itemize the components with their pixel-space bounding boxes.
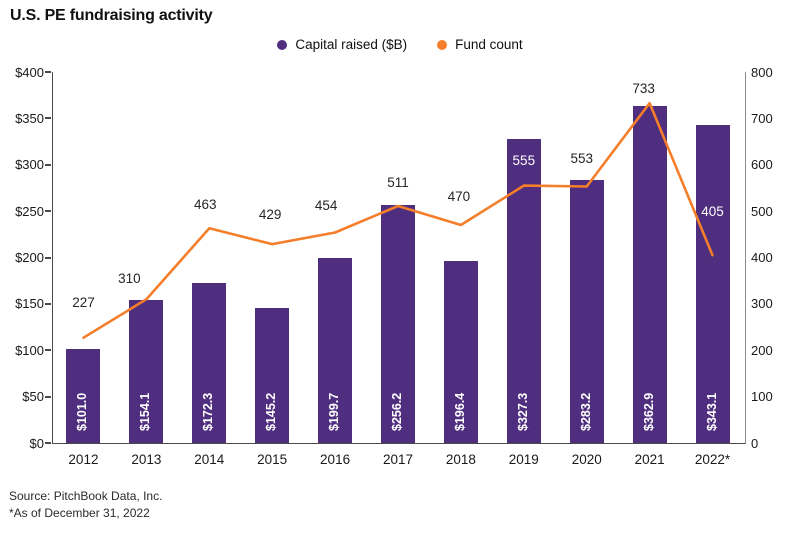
bar-2014 (192, 283, 227, 443)
fund-count-label-2018: 470 (447, 189, 471, 205)
fund-count-label-2017: 511 (387, 175, 409, 191)
right-axis-label: 700 (751, 110, 773, 126)
bar-2022 (695, 124, 730, 443)
left-axis-tick (45, 256, 51, 259)
x-axis-label-2014: 2014 (194, 452, 225, 467)
x-axis-label-2018: 2018 (445, 452, 476, 467)
bar-2021 (632, 106, 667, 443)
bar-2018 (443, 260, 478, 443)
left-axis-tick (45, 210, 51, 213)
right-axis-label: 600 (751, 157, 773, 173)
bar-value-label-2013: $154.1 (138, 392, 153, 431)
left-axis-label: $400 (15, 64, 44, 80)
fund-count-label-2019: 555 (512, 152, 536, 168)
bar-value-label-2019: $327.3 (515, 392, 530, 431)
x-axis-label-2020: 2020 (571, 452, 602, 467)
bar-2016 (318, 257, 353, 443)
left-axis-label: $50 (22, 389, 44, 405)
bar-value-label-2012: $101.0 (75, 392, 90, 431)
right-axis-label: 800 (751, 64, 773, 80)
fund-count-label-2016: 454 (314, 198, 338, 214)
bar-2019 (506, 139, 541, 443)
legend: Capital raised ($B) Fund count (0, 37, 800, 52)
left-axis-label: $100 (15, 342, 44, 358)
bar-value-label-2018: $196.4 (452, 392, 467, 431)
bar-value-label-2021: $362.9 (641, 392, 656, 431)
x-axis-label-2022: 2022* (694, 452, 731, 467)
left-axis-label: $0 (29, 435, 44, 451)
x-axis-label-2013: 2013 (131, 452, 162, 467)
bar-2013 (129, 300, 164, 443)
legend-fund-count-dot-icon (437, 39, 448, 50)
right-axis-label: 0 (751, 435, 759, 451)
bar-value-label-2014: $172.3 (201, 392, 216, 431)
left-axis-tick (45, 302, 51, 305)
left-axis-tick (45, 442, 51, 444)
right-axis-label: 500 (751, 203, 773, 219)
bar-2012 (66, 349, 101, 443)
fund-count-label-2020: 553 (570, 150, 593, 166)
x-axis-label-2012: 2012 (68, 452, 99, 467)
bar-2015 (255, 308, 290, 443)
bar-value-label-2017: $256.2 (390, 392, 404, 431)
fund-count-label-2022: 405 (701, 204, 724, 220)
left-axis-label: $200 (15, 250, 44, 265)
left-axis-label: $300 (15, 157, 44, 173)
bar-value-label-2020: $283.2 (578, 392, 593, 431)
right-axis-label: 400 (751, 250, 773, 265)
bar-value-label-2022: $343.1 (704, 392, 719, 431)
chart-title: U.S. PE fundraising activity (10, 7, 213, 24)
left-axis-label: $350 (15, 110, 44, 126)
left-axis-tick (45, 71, 51, 73)
legend-capital-raised-label: Capital raised ($B) (295, 37, 408, 52)
bar-2020 (569, 180, 604, 443)
x-axis-label-2019: 2019 (508, 452, 539, 467)
left-axis-label: $150 (15, 296, 44, 312)
legend-item-fund-count: Fund count (437, 37, 523, 52)
fund-count-label-2021: 733 (632, 81, 655, 97)
legend-capital-raised-dot-icon (277, 39, 288, 50)
x-axis-label-2021: 2021 (634, 452, 665, 467)
left-axis-tick (45, 117, 51, 120)
bar-2017 (381, 205, 415, 443)
bar-value-label-2015: $145.2 (264, 392, 279, 431)
fund-count-label-2015: 429 (258, 207, 282, 223)
right-axis-label: 300 (751, 296, 773, 312)
source-line-1: Source: PitchBook Data, Inc. (9, 489, 163, 503)
right-axis-label: 200 (751, 342, 773, 358)
left-axis-tick (45, 349, 51, 352)
fund-count-line (82, 101, 714, 340)
x-axis-label-2016: 2016 (320, 452, 351, 467)
left-axis-tick (45, 163, 51, 166)
source-line-2: *As of December 31, 2022 (9, 506, 150, 520)
x-axis-label-2015: 2015 (257, 452, 288, 467)
fund-count-label-2013: 310 (118, 271, 141, 287)
fund-count-label-2012: 227 (72, 294, 95, 310)
x-axis-label-2017: 2017 (382, 452, 413, 467)
right-axis-label: 100 (751, 389, 773, 405)
bar-value-label-2016: $199.7 (327, 392, 342, 431)
plot-area (52, 72, 746, 444)
fund-count-label-2014: 463 (194, 197, 217, 213)
legend-fund-count-label: Fund count (455, 37, 523, 52)
left-axis-tick (45, 395, 51, 398)
source-note: Source: PitchBook Data, Inc. *As of Dece… (9, 488, 162, 522)
left-axis-label: $250 (15, 203, 44, 219)
legend-item-capital-raised: Capital raised ($B) (277, 37, 407, 52)
